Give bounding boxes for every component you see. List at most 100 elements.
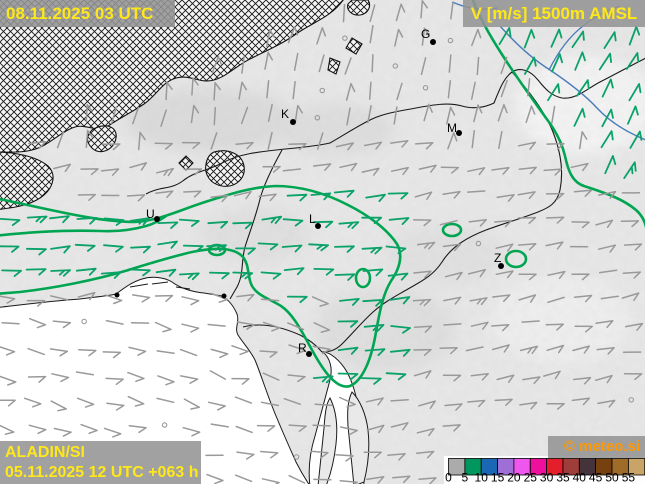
wind-barb — [573, 107, 586, 127]
wind-barb — [288, 143, 307, 151]
model-name: ALADIN/SI — [5, 444, 85, 461]
wind-dash — [396, 82, 403, 101]
wind-barb — [210, 194, 229, 203]
wind-barb — [363, 324, 385, 332]
wind-barb — [337, 372, 359, 381]
wind-dash — [282, 168, 302, 172]
wind-dash — [234, 474, 253, 483]
wind-barb — [235, 247, 256, 255]
wind-barb — [310, 192, 332, 201]
legend-tick-label: 15 — [491, 471, 505, 484]
wind-barb — [339, 480, 358, 484]
hatch-blob-top — [347, 0, 371, 16]
island-krk — [347, 391, 370, 484]
wind-barb — [493, 219, 513, 228]
wind-barb — [574, 325, 593, 333]
wind-dash — [210, 423, 229, 428]
wind-barb — [339, 298, 360, 306]
border-north — [145, 57, 645, 195]
wind-barb — [624, 322, 644, 331]
wind-barb — [495, 270, 514, 279]
wind-dash — [344, 57, 352, 75]
wind-barb — [178, 218, 200, 227]
legend-tick-label: 0 — [445, 471, 452, 484]
wind-dash — [551, 105, 556, 125]
wind-barb — [420, 0, 429, 19]
wind-dash — [390, 399, 409, 402]
wind-barb — [156, 167, 175, 177]
wind-dash — [287, 322, 305, 331]
wind-barb — [179, 272, 200, 281]
wind-dash — [1, 321, 20, 325]
legend-tick-label: 35 — [556, 471, 570, 484]
wind-barb — [389, 296, 411, 305]
wind-barb — [154, 321, 172, 333]
wind-barb — [390, 325, 411, 334]
wind-barb — [545, 323, 565, 331]
wind-barb — [181, 296, 200, 306]
wind-barb — [467, 167, 486, 176]
wind-dash — [292, 80, 296, 100]
wind-barb — [262, 165, 281, 173]
city-label-R: R — [298, 341, 307, 355]
wind-barb — [232, 221, 253, 230]
wind-barb — [546, 142, 565, 150]
wind-dash — [267, 131, 273, 150]
city-dot-Z — [498, 263, 504, 269]
legend-tick-label: 20 — [507, 471, 521, 484]
wind-barb — [183, 190, 202, 198]
wind-barb — [385, 372, 407, 381]
wind-barb — [337, 320, 359, 328]
city-label-L: L — [309, 212, 316, 226]
wind-barb — [596, 347, 615, 355]
wind-barb — [415, 450, 435, 459]
wind-barb — [412, 298, 432, 307]
wind-barb — [206, 473, 224, 484]
legend-scale: 0 5 10 15 20 25 30 35 40 45 50 55 — [445, 458, 645, 484]
wind-barb — [572, 345, 591, 354]
legend-tick-label: 30 — [540, 471, 554, 484]
wind-barb — [236, 321, 255, 330]
wind-barb — [51, 373, 70, 383]
wind-dash — [260, 401, 280, 407]
wind-barb — [413, 325, 433, 333]
wind-barb — [288, 344, 306, 355]
wind-barb — [50, 245, 71, 254]
wind-dash — [260, 298, 280, 302]
wind-barb — [517, 242, 537, 251]
wind-barb — [262, 321, 281, 332]
wind-barb — [571, 221, 590, 229]
wind-barb — [76, 397, 95, 408]
wind-barb — [470, 372, 489, 381]
wind-barb — [0, 399, 16, 407]
wind-barb — [25, 268, 47, 276]
wind-barb — [576, 79, 590, 97]
city-label-Z: Z — [494, 251, 501, 265]
wind-dash — [342, 3, 346, 23]
wind-barb — [50, 269, 71, 277]
wind-barb — [418, 164, 437, 173]
calm-ring — [447, 37, 454, 44]
wind-barb — [52, 320, 72, 329]
city-dot-M — [456, 130, 462, 136]
wind-barb — [364, 348, 386, 356]
legend-tick-label: 55 — [622, 471, 636, 484]
legend-tick-label: 45 — [589, 471, 603, 484]
wind-dash — [476, 56, 480, 76]
wind-barb — [388, 217, 410, 225]
wind-barb — [595, 320, 614, 328]
wind-barb — [335, 142, 354, 151]
city-label-K: K — [281, 107, 289, 121]
wind-barb — [80, 423, 98, 435]
wind-barb — [442, 243, 462, 252]
wind-dash — [288, 474, 306, 484]
wind-barb — [100, 168, 120, 176]
wind-barb — [517, 216, 537, 224]
wind-barb — [629, 130, 643, 149]
wind-barb — [446, 106, 456, 125]
calm-ring — [342, 35, 348, 41]
wind-barb — [190, 104, 200, 124]
wind-barb — [27, 375, 47, 383]
city-markers-layer: G K M U L Z R — [114, 27, 504, 357]
